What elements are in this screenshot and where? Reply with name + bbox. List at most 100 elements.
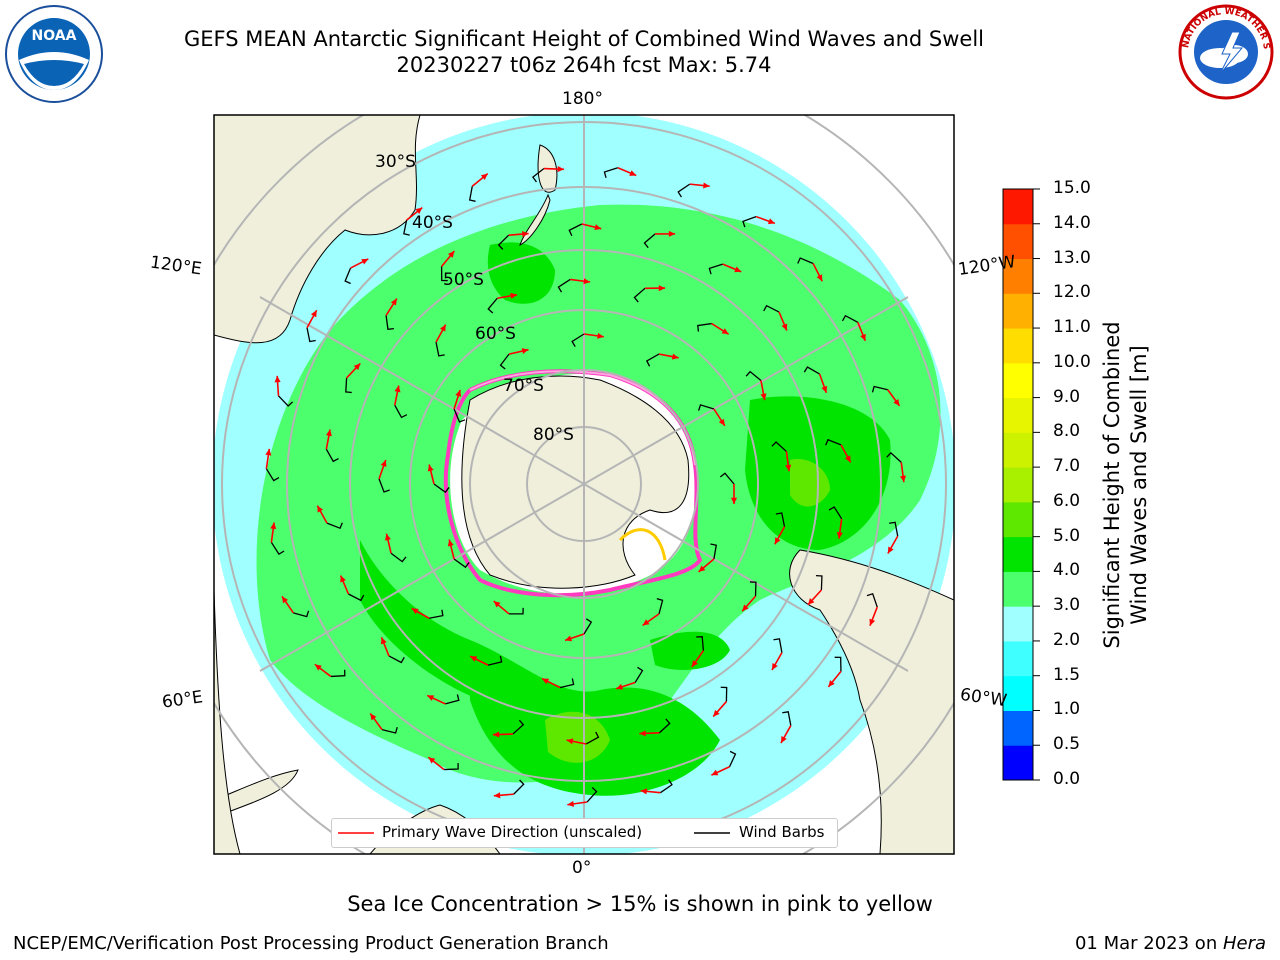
colorbar-segment <box>1003 189 1033 225</box>
wind-barb <box>745 370 762 382</box>
wind-barb <box>559 678 575 689</box>
wind-barb <box>749 581 757 597</box>
colorbar-segment <box>1003 328 1033 364</box>
wave-arrow-head <box>510 292 517 299</box>
wave-arrow-head <box>493 601 501 608</box>
wave-arrow-head <box>821 385 828 393</box>
wind-barb <box>677 183 691 198</box>
lat-label-60s: 60°S <box>475 324 516 344</box>
wind-barb <box>497 234 510 250</box>
wind-barb <box>583 618 593 635</box>
wave-arrow-head <box>310 310 317 318</box>
wave-arrow-head <box>774 537 781 545</box>
wind-barb <box>330 669 346 678</box>
wave-arrow-head <box>893 399 900 406</box>
wave-arrow-head <box>616 683 624 690</box>
wind-barb <box>773 638 783 653</box>
wave-direction-arrows <box>265 165 907 807</box>
colorbar-tick-label: 3.0 <box>1053 595 1081 616</box>
wind-barb <box>487 655 503 666</box>
wind-barb <box>782 711 792 726</box>
wave-arrow-head <box>836 532 843 539</box>
colorbar-label: Significant Height of Combined Wind Wave… <box>1100 321 1151 649</box>
wind-barb <box>866 592 878 608</box>
wind-barb <box>306 327 316 343</box>
wind-barb <box>603 167 618 178</box>
wave-arrow-head <box>522 231 529 238</box>
wind-barb <box>435 341 445 357</box>
wind-barb <box>708 263 723 275</box>
wind-barb <box>658 718 671 734</box>
wave-arrow-head <box>860 333 866 341</box>
band-5-6m <box>545 711 610 763</box>
wind-barb <box>390 552 407 563</box>
lon-label-0: 0° <box>572 858 592 878</box>
wind-barb <box>265 468 280 482</box>
wave-arrow-head <box>447 251 455 258</box>
lat-label-40s: 40°S <box>412 213 453 233</box>
wind-barb <box>841 314 859 323</box>
wave-arrow-head <box>807 598 815 605</box>
wave-arrow-head <box>447 539 454 547</box>
wave-arrow-head <box>492 731 500 738</box>
wind-barb <box>270 541 285 556</box>
wind-barb <box>775 512 786 527</box>
wave-arrow-head <box>325 429 332 437</box>
wave-arrow-head <box>340 575 346 583</box>
wind-barb <box>797 257 814 265</box>
colorbar-tick-label: 1.5 <box>1053 664 1081 685</box>
colorbar-segment <box>1003 640 1033 677</box>
wind-barb <box>557 278 571 293</box>
legend-wind-barbs: Wind Barbs <box>739 823 825 841</box>
wave-arrow-head <box>439 324 446 332</box>
wind-barb <box>656 598 664 615</box>
wave-arrow-head <box>785 464 792 472</box>
colorbar-tick-label: 9.0 <box>1053 386 1081 407</box>
wave-arrow-head <box>771 662 778 670</box>
wind-barb <box>508 607 524 615</box>
wave-arrow-head <box>734 266 742 273</box>
wave-arrow-head <box>718 418 725 426</box>
wind-barb <box>532 168 545 183</box>
colorbar-tick-label: 1.0 <box>1053 699 1081 720</box>
wind-barb <box>348 593 365 602</box>
map-legend: Primary Wave Direction (unscaled) Wind B… <box>331 818 838 848</box>
graticule <box>214 115 954 854</box>
lon-label-180: 180° <box>562 89 603 109</box>
wave-arrow-head <box>721 328 729 335</box>
wave-arrow-head <box>415 207 423 214</box>
wave-arrow-head <box>274 375 281 383</box>
wind-barb <box>815 574 823 591</box>
wave-arrow-head <box>583 278 591 285</box>
colorbar-segment <box>1003 293 1033 329</box>
wind-barb <box>444 763 459 771</box>
wind-barb <box>381 727 398 734</box>
legend-wave-direction: Primary Wave Direction (unscaled) <box>382 823 643 841</box>
colorbar-tick-label: 7.0 <box>1053 456 1081 477</box>
wind-barb <box>378 478 390 493</box>
wind-barb <box>428 609 444 619</box>
colorbar-tick-label: 11.0 <box>1053 317 1091 338</box>
australia <box>214 115 421 344</box>
wind-barb <box>568 223 583 236</box>
wave-arrow-head <box>361 258 369 265</box>
wave-arrow-head <box>597 332 604 339</box>
wave-arrow-head <box>380 459 387 467</box>
colorbar-segment <box>1003 536 1033 572</box>
wave-arrow-head <box>887 546 894 554</box>
wind-barb <box>871 385 888 393</box>
wave-arrow-head <box>394 385 401 393</box>
colorbar-segment <box>1003 710 1033 746</box>
colorbar-segment <box>1003 432 1033 468</box>
wave-arrow-head <box>480 173 488 180</box>
wind-barb <box>512 719 525 735</box>
wind-barb <box>803 366 820 375</box>
colorbar-segment <box>1003 362 1033 399</box>
wave-arrow-head <box>270 522 277 530</box>
wave-arrow-head <box>869 618 876 626</box>
wave-arrow-head <box>658 285 666 292</box>
wave-arrow-head <box>711 769 719 776</box>
lat-label-50s: 50°S <box>443 270 484 290</box>
wind-barb <box>697 322 712 332</box>
